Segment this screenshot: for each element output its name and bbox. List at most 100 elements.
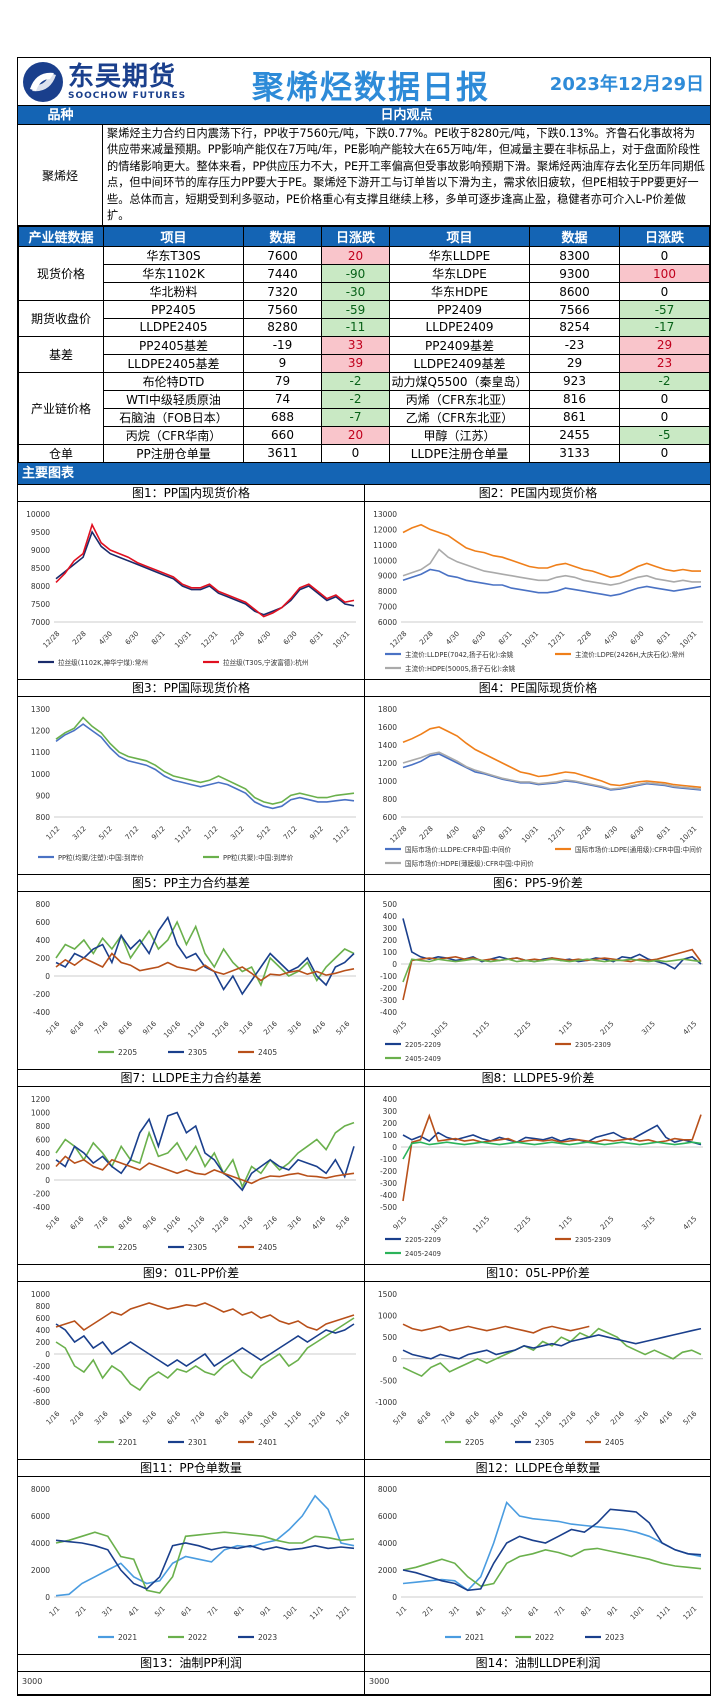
cell-value: 7600 bbox=[243, 246, 322, 266]
y-tick-label: -400 bbox=[380, 1191, 397, 1200]
report-date: 2023年12月29日 bbox=[549, 74, 704, 95]
y-tick-label: 8000 bbox=[31, 1485, 50, 1494]
x-tick-label: 5/16 bbox=[682, 1409, 699, 1426]
x-tick-label: 12/28 bbox=[388, 825, 408, 845]
legend-label: 主流价:LDPE(2426H,大庆石化):常州 bbox=[575, 650, 685, 659]
series-line bbox=[55, 529, 355, 616]
cell-item: 华东1102K bbox=[103, 264, 244, 284]
series-line bbox=[402, 1547, 702, 1587]
legend-label: 2205 bbox=[118, 1048, 137, 1057]
legend-label: 2405 bbox=[258, 1048, 277, 1057]
cell-value: 7560 bbox=[243, 300, 322, 320]
x-tick-label: 1/15 bbox=[557, 1020, 574, 1037]
series-line bbox=[55, 1494, 355, 1597]
series-line bbox=[402, 1113, 702, 1201]
legend-label: 主流价:HDPE(5000S,扬子石化):余姚 bbox=[405, 664, 516, 673]
row-group-label: 基差 bbox=[18, 335, 104, 373]
series-line bbox=[402, 568, 702, 597]
y-tick-label: -100 bbox=[380, 972, 397, 981]
series-line bbox=[402, 725, 702, 788]
x-tick-label: 3/16 bbox=[633, 1409, 650, 1426]
legend-label: 2021 bbox=[118, 1633, 137, 1642]
legend-label: 2021 bbox=[465, 1633, 484, 1642]
y-tick-label: 6000 bbox=[31, 1512, 50, 1521]
series-line bbox=[55, 1121, 355, 1189]
chart-panel: 图3：PP国际现货价格 1300 1200 1100 1000 900 800 1/12 3/1… bbox=[18, 679, 365, 875]
cell-item: WTI中级轻质原油 bbox=[103, 389, 244, 409]
th-value-2: 数据 bbox=[529, 226, 620, 248]
chart-panel: 图7：LLDPE主力合约基差 1200 1000 800 600 400 200 0 -200 -… bbox=[18, 1069, 365, 1265]
view-col-variety: 品种 bbox=[47, 108, 74, 123]
x-tick-label: 12/15 bbox=[513, 1215, 533, 1235]
series-line bbox=[402, 1323, 590, 1334]
y-tick-label: 600 bbox=[36, 1135, 51, 1144]
y-tick-label: 1600 bbox=[378, 723, 397, 732]
x-tick-label: 2/15 bbox=[599, 1020, 616, 1037]
x-tick-label: 7/16 bbox=[190, 1409, 207, 1426]
chart-svg: 1000 800 600 400 200 0 -200 -400 -600 -800 1/16 2/1… bbox=[31, 1290, 356, 1447]
chart-title: 图9：01L-PP价差 bbox=[18, 1265, 364, 1282]
y-tick-label: 500 bbox=[383, 1333, 398, 1342]
x-tick-label: 3/12 bbox=[229, 825, 246, 842]
x-tick-label: 6/1 bbox=[180, 1605, 194, 1619]
y-tick-label: 1800 bbox=[378, 705, 397, 714]
legend-label: 2205-2209 bbox=[405, 1236, 441, 1244]
cell-value: 79 bbox=[243, 371, 322, 391]
x-tick-label: 5/12 bbox=[256, 825, 273, 842]
cell-item-2: 甲醇（江苏） bbox=[389, 425, 530, 445]
cell-value-2: 8600 bbox=[529, 282, 620, 302]
legend-label: 2305 bbox=[188, 1048, 207, 1057]
y-tick-label: -1000 bbox=[375, 1398, 397, 1407]
legend-label: 2022 bbox=[535, 1633, 554, 1642]
cell-change-2: 29 bbox=[619, 335, 710, 355]
cell-value: 3611 bbox=[243, 443, 322, 463]
legend-label: 2205-2209 bbox=[405, 1041, 441, 1049]
y-tick-label: -200 bbox=[33, 990, 50, 999]
y-tick-label: 8000 bbox=[31, 582, 50, 591]
y-tick-label: 3000 bbox=[22, 1677, 42, 1686]
y-tick-label: -600 bbox=[33, 1386, 50, 1395]
chart-svg: 3000 bbox=[22, 1677, 42, 1686]
cell-value-2: 923 bbox=[529, 371, 620, 391]
chart-panel: 图2：PE国内现货价格 13000 12000 11000 10000 9000 8000 7… bbox=[365, 485, 711, 680]
x-tick-label: 9/12 bbox=[308, 825, 325, 842]
legend-label: 2023 bbox=[605, 1633, 624, 1642]
cell-value-2: 7566 bbox=[529, 300, 620, 320]
chart-svg: 400 300 200 100 0 -100 -200 -300 -400 -500 9/15 10/… bbox=[380, 1095, 703, 1258]
series-line bbox=[402, 548, 701, 586]
x-tick-label: 6/1 bbox=[527, 1605, 541, 1619]
x-tick-label: 4/16 bbox=[117, 1409, 134, 1426]
cell-item-2: 华东LLDPE bbox=[389, 246, 530, 266]
y-tick-label: 0 bbox=[45, 1176, 50, 1185]
view-col-opinion: 日内观点 bbox=[380, 108, 433, 123]
x-tick-label: 2/16 bbox=[69, 1409, 86, 1426]
series-line bbox=[55, 919, 355, 987]
x-tick-label: 1/16 bbox=[45, 1409, 62, 1426]
cell-change: 20 bbox=[321, 425, 390, 445]
cell-item: 布伦特DTD bbox=[103, 371, 244, 391]
th-item-2: 项目 bbox=[389, 226, 530, 248]
x-tick-label: 12/16 bbox=[211, 1019, 231, 1039]
report-header: 东吴期货 SOOCHOW FUTURES 聚烯烃数据日报 2023年12月29日 bbox=[18, 58, 710, 106]
x-tick-label: 3/1 bbox=[448, 1605, 462, 1619]
x-tick-label: 7/12 bbox=[282, 825, 299, 842]
y-tick-label: 6000 bbox=[378, 1512, 397, 1521]
y-tick-label: 1000 bbox=[31, 770, 50, 779]
y-tick-label: 0 bbox=[392, 1593, 397, 1602]
x-tick-label: 4/30 bbox=[444, 825, 461, 842]
y-tick-label: 400 bbox=[383, 1095, 398, 1104]
chart-panel: 图5：PP主力合约基差 800 600 400 200 0 -200 -400 5/16 6/16… bbox=[18, 874, 365, 1070]
x-tick-label: 10/1 bbox=[629, 1605, 646, 1622]
y-tick-label: 3000 bbox=[369, 1677, 389, 1686]
x-tick-label: 1/12 bbox=[203, 825, 220, 842]
x-tick-label: 1/1 bbox=[48, 1605, 62, 1619]
x-tick-label: 3/16 bbox=[286, 1019, 303, 1036]
chart-panel: 图4：PE国际现货价格 1800 1600 1400 1200 1000 800 600 12/… bbox=[365, 680, 711, 875]
y-tick-label: 200 bbox=[36, 954, 51, 963]
x-tick-label: 5/1 bbox=[153, 1605, 167, 1619]
x-tick-label: 2/1 bbox=[74, 1605, 88, 1619]
table-header-row: 产业链数据 项目 数据 日涨跌 项目 数据 日涨跌 bbox=[18, 226, 710, 248]
cell-value-2: 861 bbox=[529, 407, 620, 427]
x-tick-label: 12/31 bbox=[200, 630, 220, 650]
series-line bbox=[55, 722, 355, 810]
